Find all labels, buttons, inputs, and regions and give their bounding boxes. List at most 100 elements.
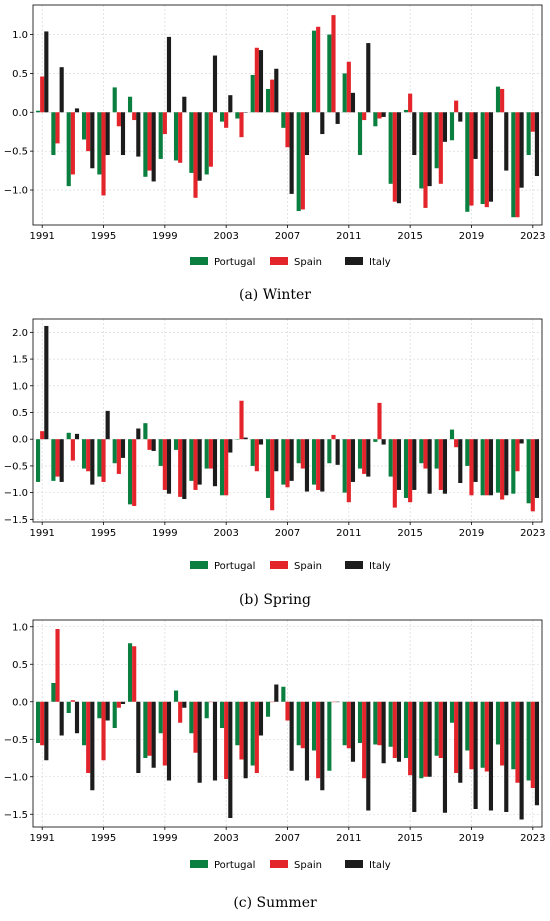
bar-portugal-1998: [143, 423, 148, 440]
bar-italy-1992: [59, 701, 64, 736]
y-tick-label: 1.0: [12, 622, 28, 633]
bar-italy-2016: [427, 439, 432, 494]
bar-portugal-1997: [127, 96, 133, 113]
caption-winter-letter: (a): [239, 287, 259, 303]
x-tick-label: 2011: [336, 833, 361, 844]
bar-spain-2020: [484, 439, 489, 496]
bar-italy-2015: [412, 701, 417, 812]
legend-label-portugal: Portugal: [214, 561, 255, 572]
bar-portugal-1999: [158, 701, 163, 734]
bar-portugal-2017: [434, 439, 439, 469]
bar-portugal-2000: [173, 690, 179, 702]
bar-spain-2022: [515, 701, 520, 783]
x-tick-label: 1995: [91, 833, 116, 844]
y-tick-label: 0.0: [12, 108, 28, 119]
bar-portugal-2005: [250, 439, 255, 466]
bar-spain-2019: [469, 439, 474, 496]
bar-spain-2017: [438, 112, 443, 184]
bar-spain-1992: [55, 629, 60, 702]
bar-portugal-2008: [296, 439, 301, 464]
bar-portugal-2014: [388, 439, 393, 477]
bar-spain-2004: [239, 400, 244, 440]
bar-italy-2018: [458, 439, 463, 484]
bar-portugal-2009: [311, 701, 317, 751]
y-tick-label: 0.5: [12, 69, 28, 80]
bar-italy-2015: [412, 439, 417, 490]
bar-spain-1996: [116, 439, 121, 474]
bar-italy-2016: [427, 701, 432, 777]
bar-portugal-2016: [419, 701, 424, 779]
bar-italy-2015: [412, 112, 417, 156]
bar-italy-2022: [519, 439, 524, 444]
bar-portugal-1995: [97, 112, 102, 175]
caption-winter: (a) Winter: [0, 287, 550, 303]
bar-italy-2019: [473, 112, 478, 159]
bar-italy-2009: [320, 701, 325, 791]
x-tick-label: 1991: [29, 231, 54, 242]
bar-spain-2011: [346, 701, 351, 749]
bar-portugal-2010: [327, 439, 332, 464]
y-tick-label: −1.0: [4, 772, 28, 783]
x-tick-label: 2015: [397, 833, 422, 844]
bar-spain-1991: [40, 431, 45, 440]
x-tick-label: 2007: [275, 833, 300, 844]
plot-frame: [32, 318, 543, 523]
bar-italy-1997: [136, 112, 141, 157]
bar-portugal-2012: [357, 701, 363, 743]
bar-spain-1993: [70, 439, 75, 461]
bar-italy-2005: [258, 701, 264, 736]
bar-spain-2021: [500, 439, 505, 500]
legend-swatch-italy: [345, 561, 363, 569]
bar-portugal-1992: [51, 683, 56, 702]
legend-swatch-spain: [270, 860, 288, 868]
bar-portugal-2023: [526, 701, 531, 781]
bar-portugal-2015: [403, 439, 409, 498]
plot-frame: [32, 4, 543, 226]
bar-italy-2011: [350, 439, 356, 482]
bar-portugal-2007: [281, 112, 286, 128]
caption-summer-text: Summer: [256, 895, 317, 911]
bar-portugal-1993: [66, 701, 71, 713]
bar-spain-2000: [178, 701, 183, 723]
y-tick-label: −0.5: [4, 147, 28, 158]
bar-spain-2006: [270, 439, 275, 511]
bar-spain-2018: [454, 701, 459, 773]
bar-portugal-2015: [403, 109, 409, 113]
bar-portugal-2017: [434, 701, 439, 756]
bar-italy-2008: [304, 701, 310, 781]
bar-italy-2001: [197, 701, 202, 783]
bar-portugal-1996: [112, 439, 117, 464]
bar-spain-2009: [316, 26, 321, 113]
bar-italy-1993: [74, 433, 80, 440]
bar-spain-2003: [224, 112, 229, 128]
bar-spain-1998: [147, 701, 152, 756]
bar-spain-2014: [392, 439, 397, 508]
bar-spain-2007: [285, 701, 290, 721]
caption-summer: (c) Summer: [0, 895, 550, 911]
bar-italy-2001: [197, 112, 202, 181]
bar-portugal-2020: [480, 439, 485, 496]
bar-portugal-2008: [296, 701, 301, 746]
bar-spain-2019: [469, 112, 474, 206]
bar-italy-2022: [519, 112, 524, 188]
x-tick-label: 1999: [152, 528, 177, 539]
bar-spain-2000: [178, 439, 183, 497]
bar-portugal-1998: [143, 112, 148, 177]
bar-spain-2020: [484, 112, 489, 208]
bar-italy-1995: [105, 410, 110, 440]
legend-label-spain: Spain: [294, 860, 322, 871]
bar-spain-1997: [132, 646, 137, 702]
bar-italy-2023: [534, 701, 540, 806]
caption-spring-text: Spring: [263, 592, 312, 608]
bar-portugal-2002: [204, 112, 209, 175]
y-tick-label: −1.0: [4, 488, 28, 499]
bar-spain-2023: [530, 112, 535, 132]
bar-spain-2002: [208, 112, 213, 167]
y-tick-label: −1.5: [4, 515, 28, 526]
bar-italy-2018: [458, 701, 463, 783]
bar-italy-1999: [166, 36, 172, 113]
bar-portugal-2021: [495, 439, 501, 493]
bar-portugal-2023: [526, 112, 531, 156]
bar-portugal-2013: [373, 112, 378, 127]
